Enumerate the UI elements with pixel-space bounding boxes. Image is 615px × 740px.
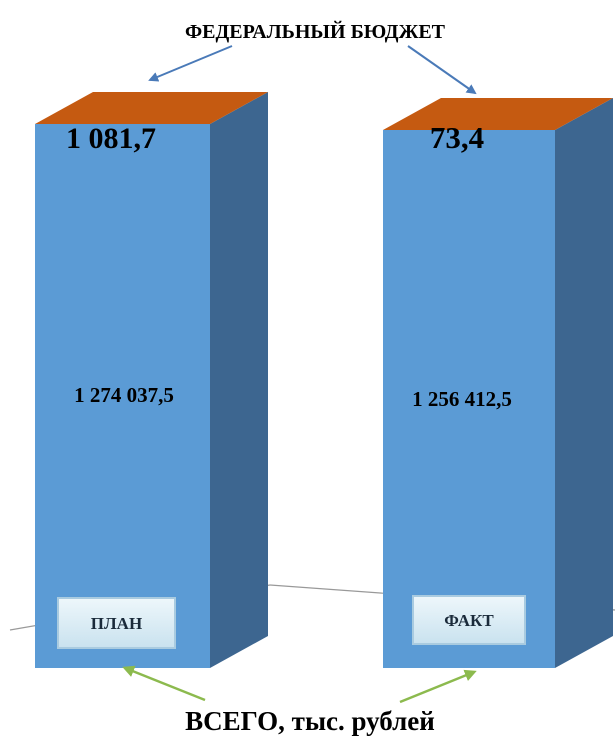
total-annotation: ВСЕГО, тыс. рублей: [185, 706, 435, 736]
bar-total-fact: [383, 130, 555, 668]
bar-federal-plan: [35, 92, 268, 124]
data-label-total-fact: 1 256 412,5: [412, 387, 512, 411]
category-label-plan: ПЛАН: [91, 614, 142, 633]
data-label-total-plan: 1 274 037,5: [74, 383, 174, 407]
bar-total-plan: [35, 124, 210, 668]
category-label-fact: ФАКТ: [444, 611, 494, 630]
data-label-federal-plan: 1 081,7: [66, 122, 156, 155]
federal-arrow-left: [148, 45, 233, 82]
federal-arrow-right: [407, 45, 477, 95]
bar-federal-fact: [383, 98, 613, 130]
federal-budget-annotation: ФЕДЕРАЛЬНЫЙ БЮДЖЕТ: [185, 20, 446, 43]
total-arrow-left: [122, 665, 206, 702]
bar-side-plan: [210, 92, 268, 668]
total-arrow-right: [399, 669, 477, 704]
category-box-fact: [412, 595, 526, 645]
bar-side-fact: [555, 98, 613, 668]
category-box-plan: [57, 597, 176, 649]
data-label-federal-fact: 73,4: [430, 120, 484, 155]
bars: 1 081,7 1 274 037,5 ПЛАН 73,4 1 256 412,5 ФАК…: [35, 92, 613, 668]
